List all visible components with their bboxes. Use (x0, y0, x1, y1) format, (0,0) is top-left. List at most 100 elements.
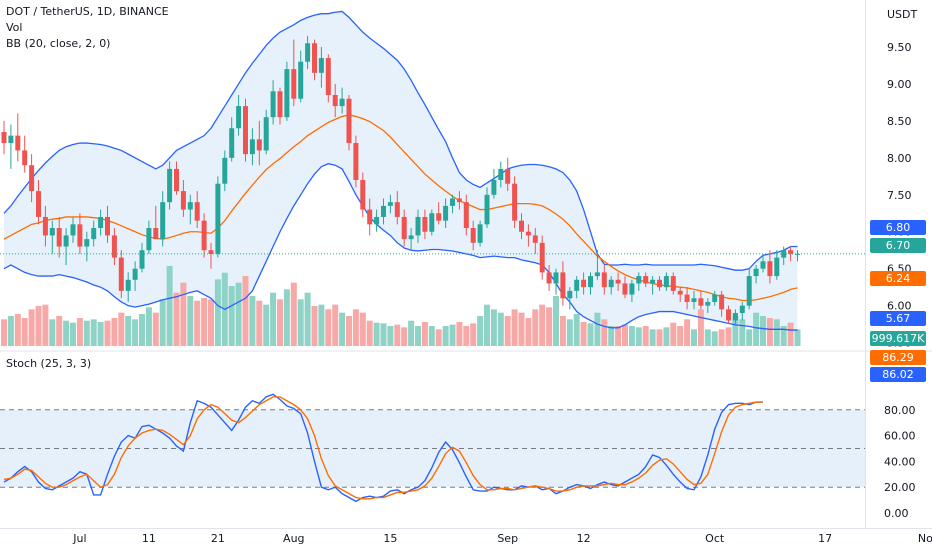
volume-bar (760, 316, 766, 346)
candle-body (346, 98, 352, 144)
candle-body (180, 191, 186, 210)
candle-body (450, 198, 455, 206)
time-tick-label: 15 (383, 532, 397, 545)
candle-body (429, 213, 435, 232)
legend-symbol[interactable]: DOT / TetherUS, 1D, BINANCE (6, 5, 169, 18)
candle (608, 276, 614, 295)
candle (353, 135, 359, 188)
price-tick-label: 8.50 (887, 115, 912, 128)
volume-bar (42, 304, 49, 346)
volume-bar (70, 322, 76, 346)
candle (118, 250, 124, 299)
candle-body (532, 235, 538, 243)
volume-bar (290, 282, 297, 346)
volume-bar (746, 329, 753, 346)
volume-bar (394, 324, 401, 346)
candle (305, 35, 311, 70)
stoch-k-line (3, 393, 763, 503)
candle (574, 276, 580, 299)
candle (719, 290, 725, 317)
volume-bar (670, 322, 677, 346)
volume-bar (277, 299, 283, 346)
candle-body (353, 143, 359, 180)
candle (194, 191, 200, 229)
candle-body (222, 157, 228, 184)
volume-bar (270, 292, 277, 346)
candle (422, 209, 428, 240)
volume-bar (766, 318, 773, 346)
volume-bar (63, 320, 70, 346)
candle-body (691, 298, 697, 302)
volume-bar (649, 329, 656, 346)
candle (77, 213, 83, 254)
candle-body (256, 139, 262, 151)
candle (788, 246, 794, 262)
candle (277, 87, 283, 125)
volume-bar (90, 319, 97, 346)
candle-body (443, 205, 449, 221)
candle (470, 220, 476, 251)
volume-bar (442, 326, 449, 346)
candle (629, 279, 635, 302)
candle (546, 265, 552, 291)
candle (180, 180, 186, 217)
candle (105, 205, 110, 243)
volume-bar (311, 306, 318, 346)
volume-bar (477, 316, 484, 346)
volume-bar (283, 289, 290, 346)
candle (174, 161, 179, 195)
candle-body (774, 257, 780, 277)
candle-body (726, 309, 731, 321)
volume-bar (539, 304, 546, 346)
candle (91, 220, 97, 247)
candle-body (312, 43, 317, 73)
candle-body (29, 165, 35, 192)
candle (222, 150, 228, 192)
volume-bar (656, 329, 663, 346)
legend-bb[interactable]: BB (20, close, 2, 0) (6, 37, 111, 50)
bb-band-fill (4, 11, 798, 331)
candle-body (415, 216, 421, 236)
candle (56, 216, 62, 258)
candle-body (8, 135, 14, 144)
volume-bar (56, 316, 63, 346)
candle-body (305, 43, 311, 62)
candle (525, 224, 531, 247)
volume-bar (456, 322, 463, 346)
volume-bar (546, 307, 553, 346)
candle-body (270, 91, 276, 118)
candle-body (277, 91, 283, 118)
candle (622, 276, 628, 299)
candle (70, 216, 76, 243)
volume-bar (525, 318, 532, 346)
bb-lower-line (3, 163, 798, 331)
candle (187, 194, 193, 225)
volume-bar (691, 329, 697, 346)
candle (270, 80, 276, 125)
candle-body (643, 276, 649, 284)
candle (415, 209, 421, 243)
candle (346, 95, 352, 151)
volume-bar (711, 331, 718, 346)
legend-stoch[interactable]: Stoch (25, 3, 3) (6, 357, 92, 370)
candle (512, 176, 518, 229)
candle (360, 172, 366, 217)
candle (332, 83, 338, 118)
candle-body (539, 242, 545, 273)
volume-bar (559, 316, 566, 346)
candle-body (456, 198, 462, 203)
candle-body (194, 202, 200, 221)
candle-body (553, 272, 559, 284)
candle-body (788, 250, 794, 254)
stoch-tick-label: 40.00 (884, 455, 916, 468)
volume-bar (21, 318, 28, 346)
candle-body (125, 279, 131, 291)
candle (29, 154, 35, 203)
volume-bar (622, 324, 628, 346)
legend-vol[interactable]: Vol (6, 21, 23, 34)
volume-bar (297, 299, 304, 346)
volume-bar (187, 296, 194, 346)
candle (615, 272, 621, 291)
candle-body (160, 202, 166, 240)
